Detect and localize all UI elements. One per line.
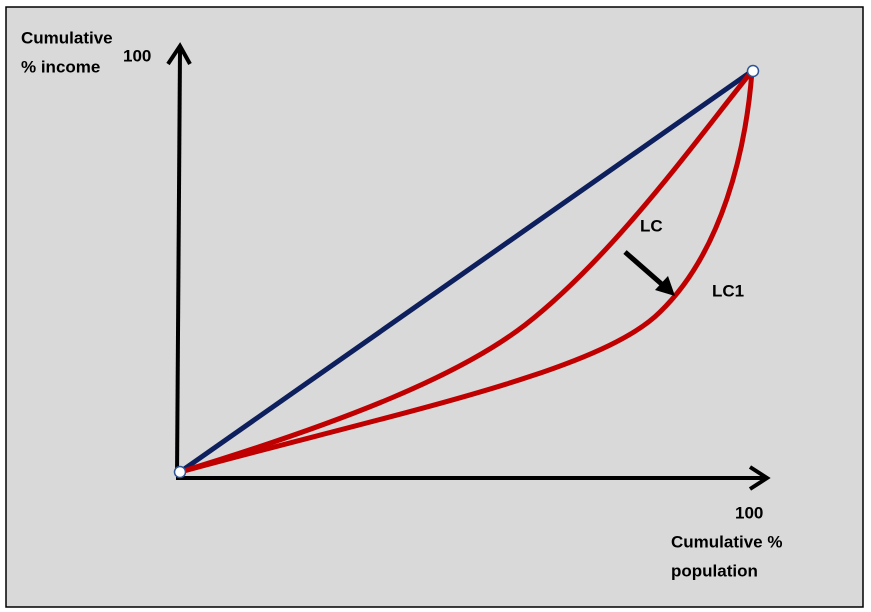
- x-axis-label: population: [671, 561, 758, 580]
- lorenz-curve: [179, 69, 754, 475]
- x-axis-arrow: [748, 465, 771, 491]
- y-axis-label: % income: [21, 57, 100, 76]
- origin-point: [173, 465, 187, 479]
- y-axis-max: 100: [123, 46, 151, 65]
- y-axis-label: Cumulative: [21, 28, 113, 47]
- curve-label: LC: [640, 216, 663, 235]
- frame: [5, 6, 864, 608]
- end-point: [746, 64, 760, 78]
- shift-arrow: [623, 250, 667, 289]
- curve-label: LC1: [712, 281, 744, 300]
- x-axis-label: Cumulative %: [671, 532, 782, 551]
- y-axis: [175, 49, 182, 477]
- equality-line: [178, 68, 754, 475]
- shift-arrow-head: [655, 276, 675, 296]
- y-axis-arrow: [166, 42, 192, 66]
- lorenz-curve-1: [179, 70, 755, 475]
- x-axis-max: 100: [735, 503, 763, 522]
